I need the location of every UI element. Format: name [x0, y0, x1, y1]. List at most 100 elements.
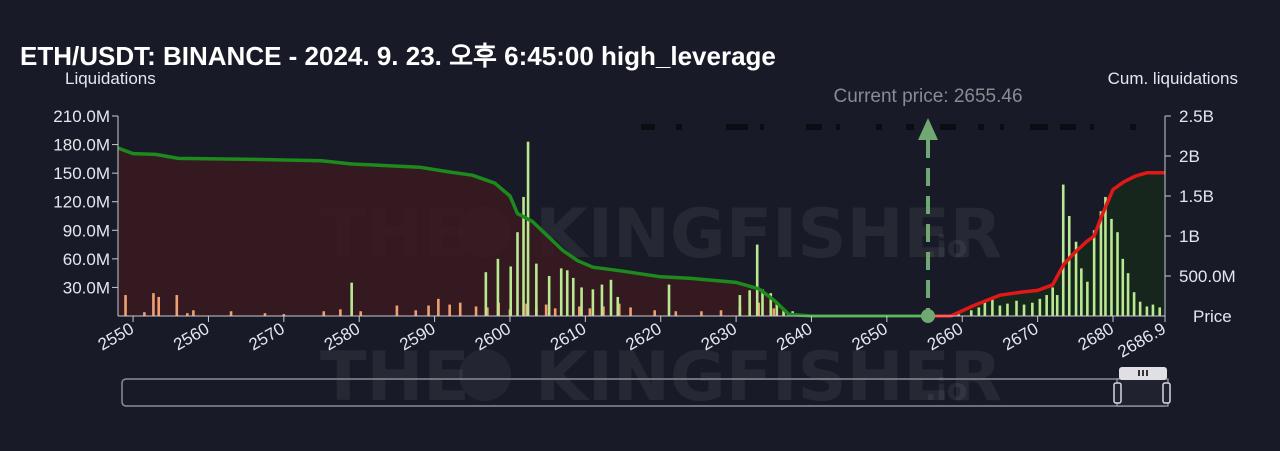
- price-level-dash: [760, 124, 764, 130]
- long-liquidation-bar: [588, 308, 592, 316]
- price-level-dash: [978, 124, 984, 130]
- long-liquidation-bar: [175, 295, 179, 316]
- long-liquidation-bar: [124, 295, 127, 316]
- x-axis-label: Price: [1193, 307, 1232, 326]
- short-liquidation-bar: [565, 270, 569, 316]
- long-liquidation-bar: [544, 304, 548, 316]
- y2-tick-label: 1.5B: [1179, 187, 1214, 206]
- navigator-left-handle[interactable]: [1113, 382, 1122, 404]
- short-liquidation-bar: [769, 293, 773, 316]
- cum-long-line: [117, 146, 929, 318]
- long-liquidation-bar: [192, 310, 195, 316]
- x-tick-label: 2550: [95, 319, 137, 354]
- long-liquidation-bar: [757, 302, 761, 316]
- price-level-dash: [836, 124, 840, 130]
- long-liquidation-bar: [359, 311, 363, 316]
- long-liquidation-bar: [437, 298, 440, 316]
- short-liquidation-bar: [977, 307, 981, 316]
- y-tick-label: 210.0M: [53, 107, 110, 126]
- watermark-suffix: .io: [925, 230, 967, 265]
- short-liquidation-bar: [1051, 287, 1054, 316]
- y2-axis-label: Cum. liquidations: [1108, 69, 1238, 88]
- price-level-dash: [1090, 124, 1094, 130]
- watermark-bird-icon-2: [459, 349, 511, 401]
- y-tick-label: 90.0M: [63, 221, 110, 240]
- short-liquidation-bar: [600, 284, 604, 316]
- current-price-arrow-icon: [918, 118, 939, 140]
- cumulative-line-layer: [117, 124, 1165, 318]
- y2-tick-label: 2.5B: [1179, 107, 1214, 126]
- y-axis-label: Liquidations: [65, 69, 156, 88]
- short-liquidation-bar: [547, 276, 551, 316]
- short-liquidation-bar: [775, 301, 779, 316]
- long-liquidation-bar: [674, 311, 678, 316]
- long-liquidation-bar: [578, 306, 581, 316]
- short-liquidation-bar: [667, 284, 671, 316]
- x-tick-label: 2670: [999, 319, 1041, 354]
- short-liquidation-bar: [1038, 298, 1042, 316]
- short-liquidation-bar: [509, 266, 513, 316]
- long-liquidation-bar: [772, 308, 776, 316]
- short-liquidation-bar: [496, 258, 500, 316]
- navigator-right-handle[interactable]: [1162, 382, 1171, 404]
- long-liquidation-bar: [486, 307, 489, 316]
- short-liquidation-bar: [748, 290, 751, 316]
- short-liquidation-bar: [1067, 216, 1071, 316]
- long-liquidation-bar: [448, 304, 451, 316]
- short-liquidation-bar: [782, 308, 785, 316]
- short-liquidation-bar: [1145, 306, 1149, 316]
- short-liquidation-bar: [738, 295, 742, 316]
- short-liquidation-bar: [1132, 292, 1136, 316]
- price-level-dash: [1060, 124, 1076, 130]
- current-price-marker[interactable]: Current price: 2655.46: [833, 86, 1023, 323]
- short-liquidation-bar: [1086, 281, 1089, 316]
- current-price-dot: [921, 309, 936, 323]
- long-liquidation-bar: [229, 311, 233, 316]
- short-liquidation-bar: [991, 298, 994, 316]
- short-liquidation-bar: [1126, 273, 1130, 316]
- y2-tick-label: 1B: [1179, 227, 1200, 246]
- long-liquidation-bar: [719, 310, 723, 316]
- short-liquidation-bar: [350, 282, 353, 316]
- short-liquidation-bar: [998, 305, 1002, 316]
- short-liquidation-bar: [609, 279, 613, 316]
- y-tick-label: 180.0M: [53, 136, 110, 155]
- short-liquidation-bar: [1092, 230, 1096, 316]
- y-tick-label: 60.0M: [63, 250, 110, 269]
- price-level-dash: [676, 124, 682, 130]
- short-liquidation-bar: [1055, 295, 1059, 316]
- short-liquidation-bar: [1158, 307, 1162, 316]
- long-liquidation-bar: [282, 314, 286, 316]
- short-liquidation-bar: [1061, 184, 1065, 316]
- bar-layer: [124, 141, 1162, 316]
- long-liquidation-bar: [653, 310, 656, 316]
- short-liquidation-bar: [559, 268, 563, 316]
- y2-tick-label: 500.0M: [1179, 267, 1236, 286]
- price-level-dash: [940, 124, 956, 130]
- long-liquidation-bar: [474, 306, 478, 316]
- y2-tick-label: 2B: [1179, 147, 1200, 166]
- long-liquidation-bar: [263, 313, 267, 316]
- short-liquidation-bar: [761, 289, 764, 316]
- short-liquidation-bar: [1015, 300, 1018, 316]
- watermark-text-right-2: KINGFISHER: [535, 338, 1002, 417]
- watermark-text-left-2: THE: [320, 338, 470, 417]
- long-liquidation-bar: [414, 310, 418, 316]
- short-liquidation-bar: [616, 296, 620, 316]
- x-tick-label: 2680: [1075, 319, 1117, 354]
- cum-short-line: [928, 171, 1165, 318]
- short-liquidation-bar: [1080, 268, 1083, 316]
- x-tick-label: 2560: [170, 319, 212, 354]
- short-liquidation-bar: [969, 310, 973, 316]
- watermark-text-right: KINGFISHER: [535, 195, 1002, 274]
- y-tick-label: 120.0M: [53, 193, 110, 212]
- short-liquidation-bar: [1099, 211, 1103, 316]
- price-level-dash: [1030, 124, 1048, 130]
- long-liquidation-bar: [617, 303, 621, 316]
- short-liquidation-bar: [957, 313, 960, 316]
- price-level-dash: [1130, 124, 1136, 130]
- short-liquidation-bar: [1151, 304, 1155, 316]
- range-navigator[interactable]: [121, 367, 1171, 407]
- navigator-selection: [1116, 378, 1169, 407]
